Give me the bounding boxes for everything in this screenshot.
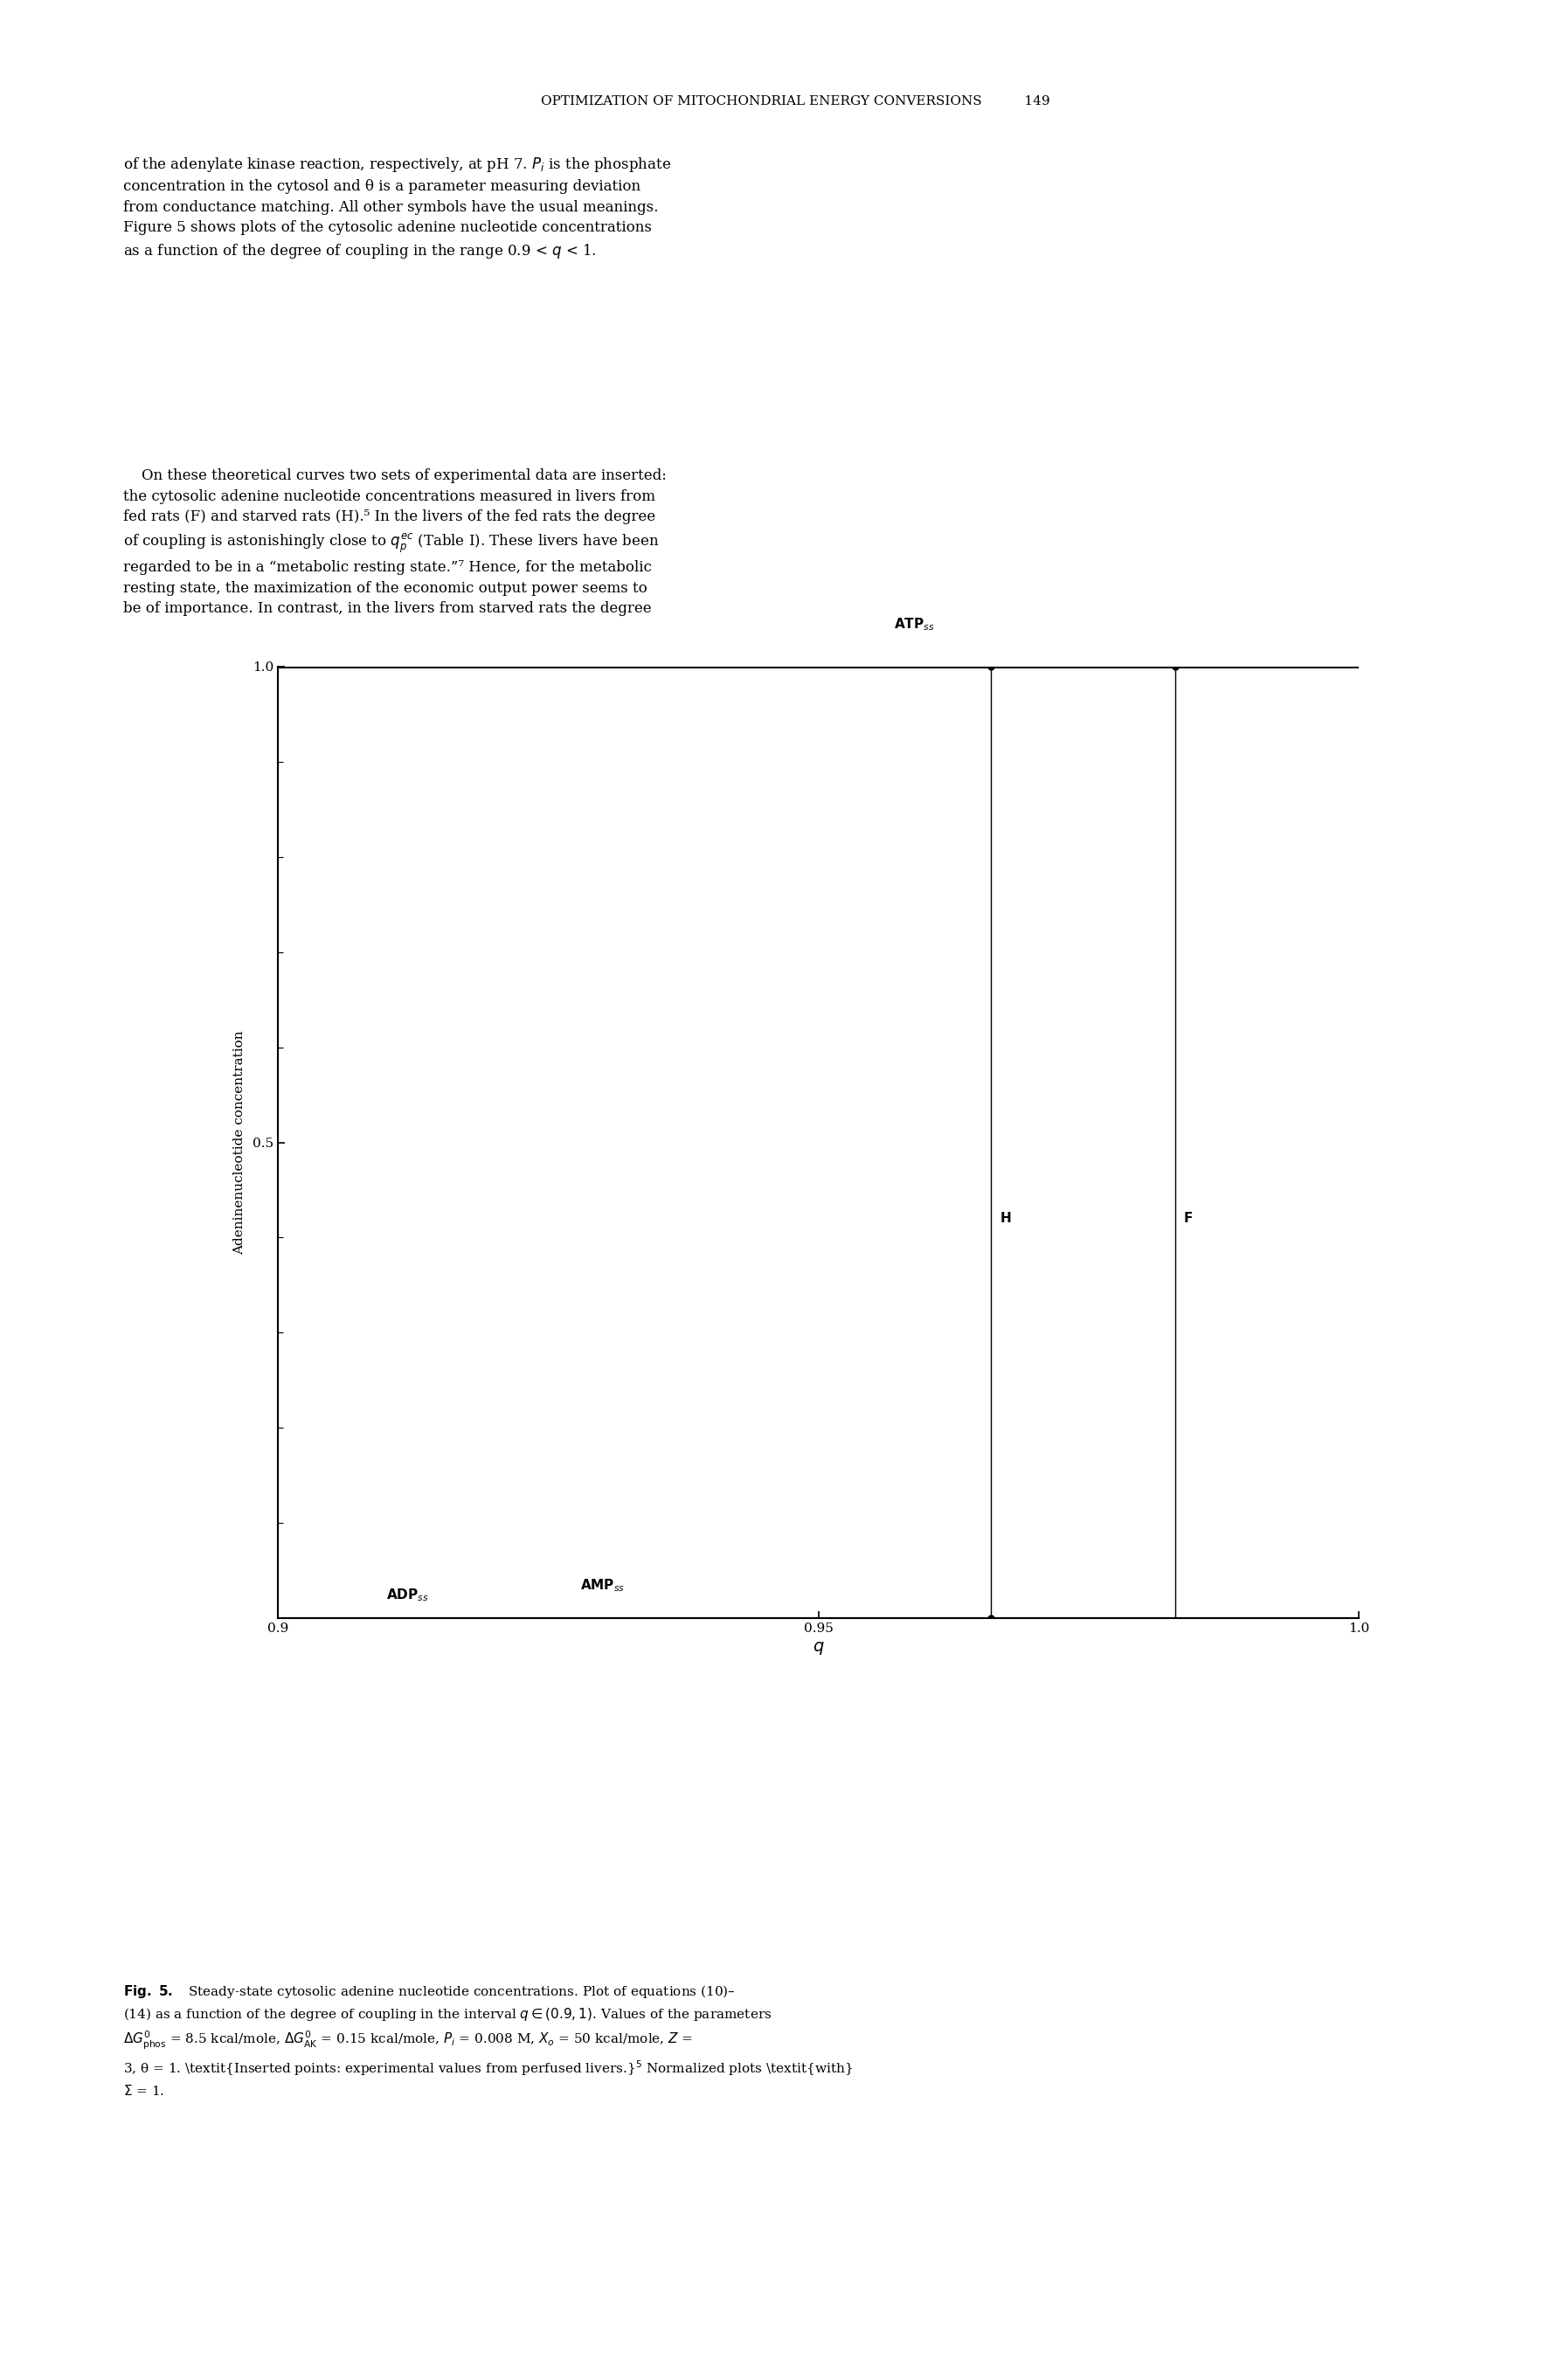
Y-axis label: Adeninenucleotide concentration: Adeninenucleotide concentration	[233, 1031, 245, 1254]
Text: H: H	[1001, 1211, 1011, 1226]
Text: ADP$_{ss}$: ADP$_{ss}$	[386, 1587, 429, 1604]
X-axis label: $q$: $q$	[812, 1640, 824, 1656]
Text: OPTIMIZATION OF MITOCHONDRIAL ENERGY CONVERSIONS          149: OPTIMIZATION OF MITOCHONDRIAL ENERGY CON…	[540, 95, 1050, 107]
Text: F: F	[1184, 1211, 1192, 1226]
Text: of the adenylate kinase reaction, respectively, at pH 7. $P_i$ is the phosphate
: of the adenylate kinase reaction, respec…	[124, 155, 672, 259]
Text: AMP$_{ss}$: AMP$_{ss}$	[581, 1578, 625, 1595]
Text: $\bf{Fig.\ 5.}$   Steady-state cytosolic adenine nucleotide concentrations. Plot: $\bf{Fig.\ 5.}$ Steady-state cytosolic a…	[124, 1983, 854, 2097]
Text: On these theoretical curves two sets of experimental data are inserted:
the cyto: On these theoretical curves two sets of …	[124, 469, 667, 616]
Text: ATP$_{ss}$: ATP$_{ss}$	[894, 616, 934, 633]
